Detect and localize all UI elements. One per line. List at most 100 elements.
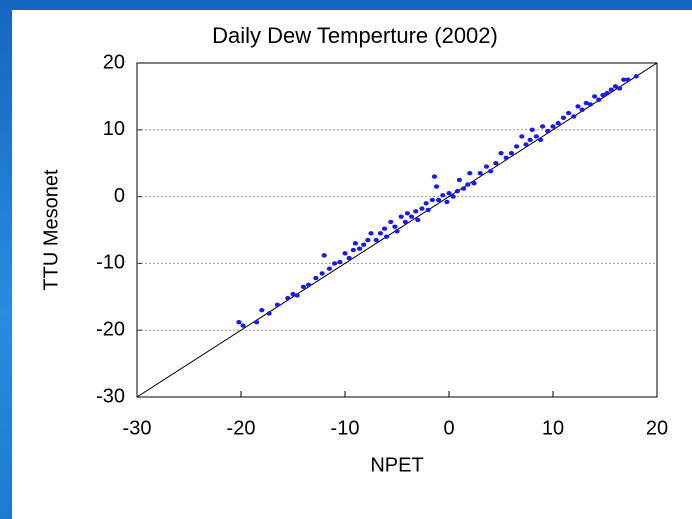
point xyxy=(514,144,520,149)
point xyxy=(529,127,535,132)
point xyxy=(579,107,585,112)
point xyxy=(454,189,460,194)
point xyxy=(373,237,379,243)
point xyxy=(483,164,490,169)
y-tick-label: 10 xyxy=(103,118,125,140)
point xyxy=(350,247,356,253)
point xyxy=(388,219,394,225)
point xyxy=(460,186,467,191)
point xyxy=(259,307,265,313)
point xyxy=(440,193,446,198)
y-tick-label: -20 xyxy=(96,318,125,340)
x-tick-label: 10 xyxy=(542,417,564,439)
point xyxy=(365,237,371,243)
point xyxy=(436,197,442,203)
point xyxy=(575,104,581,109)
point xyxy=(519,134,525,139)
point xyxy=(266,311,272,316)
point xyxy=(446,191,452,196)
x-axis-label: NPET xyxy=(370,454,423,476)
x-tick-label: 0 xyxy=(443,417,454,439)
point xyxy=(236,319,242,325)
x-tick-label: 20 xyxy=(646,417,668,439)
point xyxy=(616,86,623,91)
point xyxy=(444,199,450,205)
point xyxy=(450,194,456,199)
point xyxy=(477,171,483,176)
point xyxy=(433,184,440,189)
point xyxy=(625,77,631,82)
point xyxy=(394,229,400,234)
point xyxy=(545,128,551,134)
point xyxy=(404,211,410,216)
point xyxy=(332,261,338,266)
point xyxy=(402,219,408,225)
point xyxy=(240,323,246,328)
point xyxy=(467,171,473,176)
point xyxy=(527,137,533,143)
point xyxy=(465,182,471,187)
point xyxy=(368,231,374,236)
point xyxy=(381,226,388,231)
point xyxy=(429,197,435,203)
point xyxy=(540,124,546,129)
point xyxy=(321,253,327,258)
x-tick-label: -20 xyxy=(227,417,256,439)
y-tick-label: 0 xyxy=(114,185,125,207)
point xyxy=(274,302,280,308)
point xyxy=(566,110,572,116)
point xyxy=(503,155,509,161)
point xyxy=(377,231,383,236)
point xyxy=(608,87,614,92)
point xyxy=(361,242,367,247)
point xyxy=(319,271,325,276)
point xyxy=(290,291,296,297)
point xyxy=(313,275,319,281)
point xyxy=(352,241,358,246)
chart-panel xyxy=(12,10,692,519)
point xyxy=(419,206,425,211)
point xyxy=(596,97,602,102)
x-tick-label: -30 xyxy=(123,417,152,439)
point xyxy=(633,74,639,79)
point xyxy=(306,282,312,287)
point xyxy=(498,150,504,156)
y-tick-label: -10 xyxy=(96,252,125,274)
point xyxy=(326,266,332,271)
point xyxy=(604,90,610,96)
point xyxy=(555,120,561,126)
point xyxy=(471,181,477,186)
point xyxy=(342,251,348,256)
point xyxy=(300,284,306,289)
point xyxy=(550,124,556,129)
point xyxy=(571,114,577,119)
chart-title: Daily Dew Temperture (2002) xyxy=(212,23,498,48)
y-axis-label: TTU Mesonet xyxy=(40,169,62,291)
point xyxy=(583,100,589,106)
point xyxy=(392,224,398,229)
point xyxy=(456,177,462,183)
point xyxy=(346,255,352,261)
point xyxy=(254,319,260,325)
point xyxy=(537,137,544,143)
point xyxy=(612,84,619,89)
point xyxy=(508,150,514,156)
point xyxy=(285,295,291,301)
point xyxy=(413,209,419,214)
y-tick-label: -30 xyxy=(96,385,125,407)
point xyxy=(384,234,390,239)
x-tick-label: -10 xyxy=(331,417,360,439)
point xyxy=(337,259,343,265)
point xyxy=(560,115,567,120)
point xyxy=(493,161,499,166)
point xyxy=(621,77,627,82)
y-tick-label: 20 xyxy=(103,51,125,73)
point xyxy=(415,217,421,223)
point xyxy=(600,92,606,98)
plot-frame xyxy=(136,62,658,398)
point xyxy=(533,134,539,139)
point xyxy=(423,201,429,206)
point xyxy=(587,102,594,107)
point xyxy=(356,246,363,251)
